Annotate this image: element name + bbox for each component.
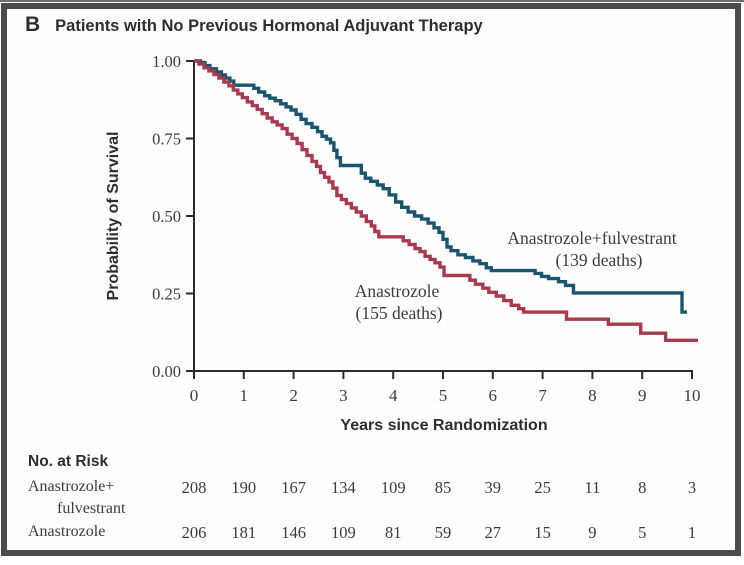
y-axis-title: Probability of Survival (105, 132, 122, 301)
km-curves (194, 59, 698, 342)
risk-row-label-anastrozole-fulvestrant-line2: fulvestrant (57, 500, 126, 517)
risk-value: 190 (231, 478, 257, 497)
risk-value: 134 (331, 478, 356, 497)
risk-value: 15 (534, 523, 551, 542)
x-tick-label: 9 (638, 386, 647, 405)
risk-value: 27 (484, 523, 502, 542)
x-tick-label: 8 (588, 386, 597, 405)
panel-letter: B (25, 13, 41, 36)
y-tick-label: 0.75 (152, 130, 181, 149)
x-axis-ticks: 0 1 2 3 4 5 6 7 8 9 10 (190, 371, 701, 405)
risk-value: 8 (638, 478, 647, 497)
risk-value: 3 (687, 478, 697, 497)
series-deaths-anastrozole-fulvestrant: (139 deaths) (556, 250, 643, 270)
x-tick-label: 0 (190, 386, 199, 405)
x-tick-label: 10 (684, 386, 701, 405)
risk-value: 181 (231, 523, 257, 542)
risk-value: 85 (434, 478, 452, 497)
risk-value: 109 (380, 478, 406, 497)
series-label-anastrozole-fulvestrant: Anastrozole+fulvestrant (507, 228, 676, 248)
x-tick-label: 6 (489, 386, 498, 405)
risk-value: 146 (281, 523, 306, 542)
panel-title-text: Patients with No Previous Hormonal Adjuv… (55, 17, 483, 35)
x-tick-label: 1 (240, 386, 249, 405)
risk-value: 208 (181, 478, 207, 497)
risk-value: 167 (281, 478, 306, 497)
y-tick-label: 0.50 (152, 207, 181, 226)
km-curve-anastrozole-fulvestrant (194, 59, 687, 314)
risk-row-label-anastrozole-fulvestrant-line1: Anastrozole+ (28, 478, 115, 495)
y-axis-ticks: 0.00 0.25 0.50 0.75 1.00 (152, 52, 194, 381)
panel-a-bottom-rule (0, 0, 744, 2)
risk-value: 206 (181, 523, 207, 542)
risk-row-label-anastrozole: Anastrozole (28, 523, 106, 540)
risk-value: 39 (484, 478, 502, 497)
x-tick-label: 5 (439, 386, 448, 405)
series-deaths-anastrozole: (155 deaths) (356, 303, 443, 323)
risk-table-header: No. at Risk (28, 453, 109, 470)
km-curve-anastrozole (194, 59, 698, 342)
x-tick-label: 2 (289, 386, 298, 405)
panel-border-box (1, 3, 741, 556)
x-tick-label: 7 (538, 386, 547, 405)
risk-value: 25 (534, 478, 551, 497)
risk-value: 1 (687, 523, 697, 542)
y-tick-label: 0.00 (152, 362, 181, 381)
panel-title: B Patients with No Previous Hormonal Adj… (25, 13, 483, 37)
y-tick-label: 1.00 (152, 52, 181, 71)
risk-value: 59 (434, 523, 452, 542)
x-tick-label: 3 (339, 386, 348, 405)
series-label-anastrozole: Anastrozole (355, 281, 440, 301)
x-axis-title: Years since Randomization (340, 417, 547, 434)
risk-value: 9 (588, 523, 597, 542)
x-tick-label: 4 (389, 386, 398, 405)
risk-value: 5 (638, 523, 647, 542)
risk-value: 109 (331, 523, 356, 542)
y-tick-label: 0.25 (152, 285, 181, 304)
risk-value: 81 (384, 523, 402, 542)
risk-value: 11 (584, 478, 601, 497)
